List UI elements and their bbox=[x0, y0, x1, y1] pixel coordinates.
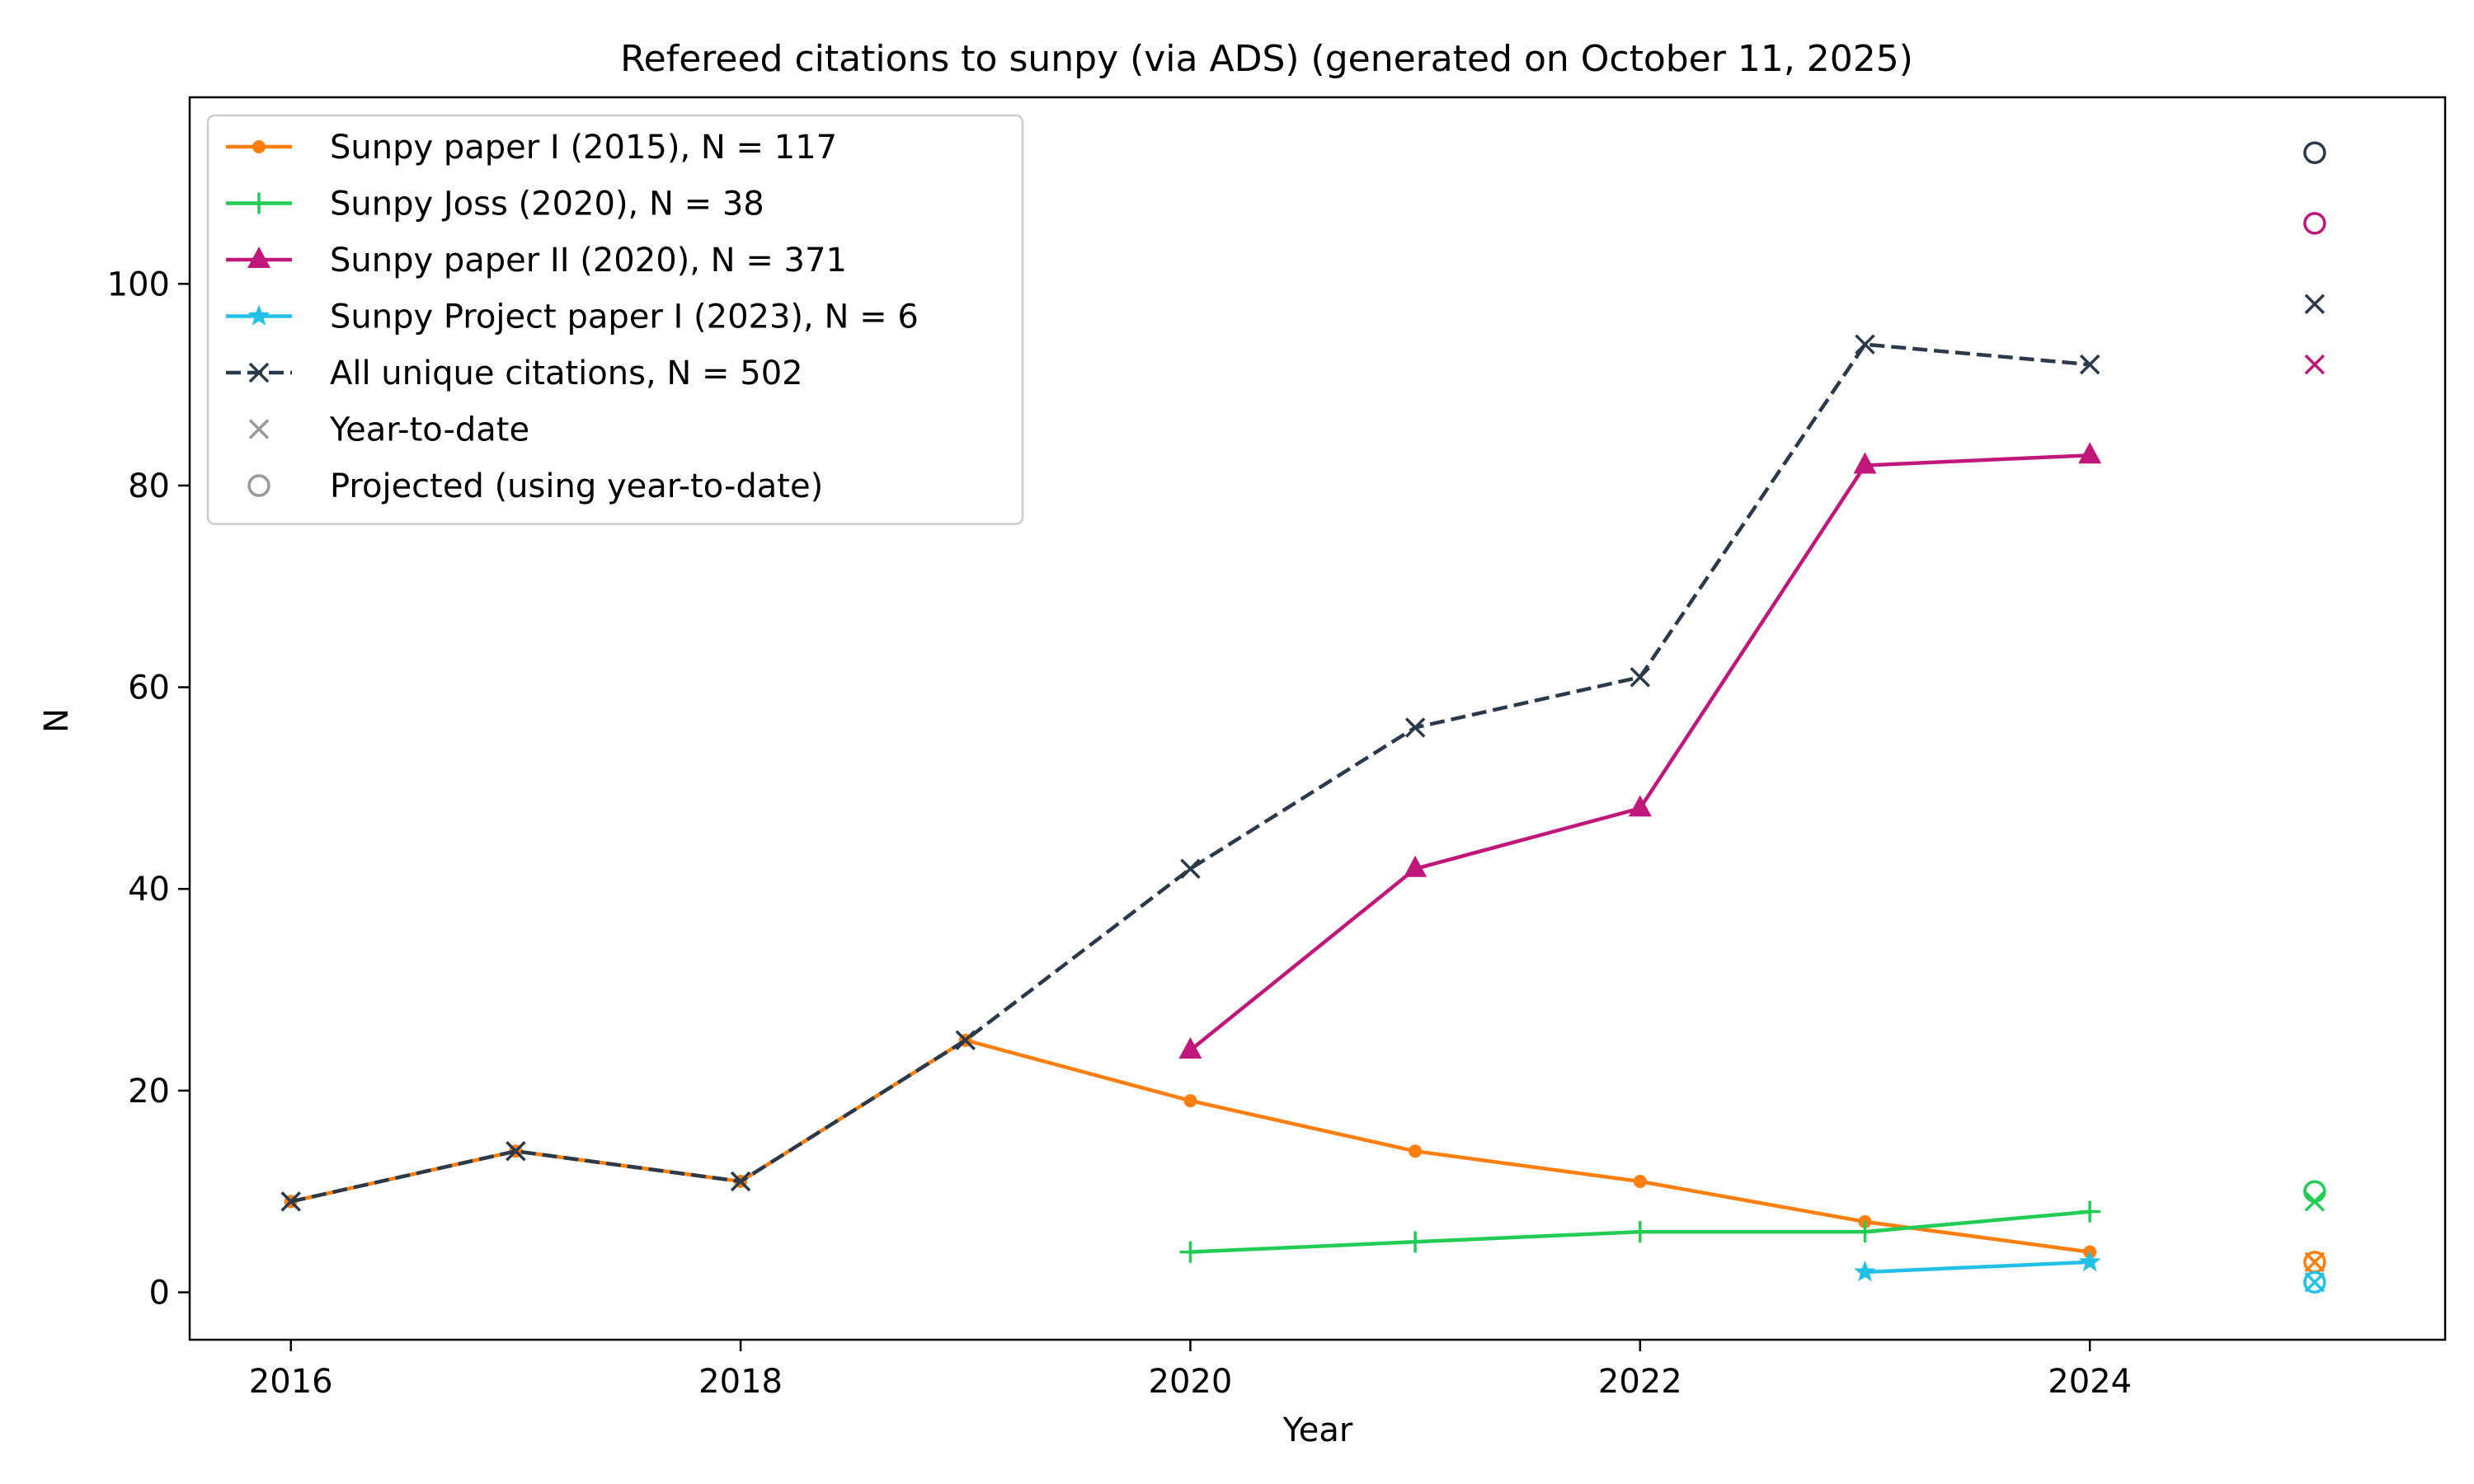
series-1-point-3 bbox=[1854, 1221, 1876, 1243]
series-4-point-3 bbox=[955, 1030, 976, 1050]
legend-entry: Year-to-date bbox=[248, 411, 529, 449]
y-tick-label: 60 bbox=[128, 669, 170, 707]
series-1-projected-point bbox=[2303, 1180, 2326, 1203]
legend-label: Sunpy Project paper I (2023), N = 6 bbox=[330, 298, 919, 336]
series-4-point-4 bbox=[1180, 858, 1201, 879]
legend-entry: Sunpy paper I (2015), N = 117 bbox=[226, 129, 837, 167]
series-2-point-1 bbox=[1404, 855, 1427, 877]
series-3-point-1 bbox=[2078, 1250, 2101, 1272]
legend-marker bbox=[248, 192, 270, 214]
axis-ticks: 2016 2018 2020 2022 2024 0 20 40 60 80 100 bbox=[107, 265, 2132, 1401]
series-line-0 bbox=[290, 1038, 2091, 1254]
series-1-point-4 bbox=[2079, 1200, 2101, 1223]
axes-frame bbox=[188, 96, 2447, 1341]
y-tick-label: 80 bbox=[128, 467, 170, 505]
legend-marker bbox=[247, 474, 270, 497]
plot-area bbox=[188, 96, 2447, 1341]
series-2-year-to-date-point bbox=[2304, 354, 2326, 375]
legend-box bbox=[206, 114, 1024, 525]
x-tick-label: 2018 bbox=[698, 1363, 783, 1401]
legend-label: Sunpy paper I (2015), N = 117 bbox=[330, 129, 837, 167]
legend-entry: Sunpy Project paper I (2023), N = 6 bbox=[226, 298, 919, 336]
series-4-point-5 bbox=[1404, 717, 1426, 738]
series-1-point-1 bbox=[1404, 1231, 1427, 1253]
legend: Sunpy paper I (2015), N = 117 Sunpy Joss … bbox=[206, 114, 1024, 525]
series-1-point-0 bbox=[1179, 1241, 1202, 1263]
series-0-point-5 bbox=[1409, 1144, 1423, 1158]
x-tick-label: 2024 bbox=[2048, 1363, 2132, 1401]
series-line-4 bbox=[290, 342, 2091, 1204]
series-2-point-0 bbox=[1178, 1036, 1202, 1059]
legend-marker bbox=[248, 419, 270, 439]
legend-label: Year-to-date bbox=[329, 411, 529, 449]
series-4-point-2 bbox=[730, 1171, 751, 1192]
series-3-point-0 bbox=[1854, 1261, 1876, 1282]
series-4-year-to-date-point bbox=[2304, 294, 2326, 314]
series-4-point-6 bbox=[1630, 667, 1651, 688]
series-0-point-6 bbox=[1633, 1174, 1647, 1188]
legend-entry: Sunpy Joss (2020), N = 38 bbox=[226, 186, 764, 223]
series-4-point-1 bbox=[506, 1141, 526, 1162]
plot-content bbox=[280, 141, 2326, 1294]
legend-label: Sunpy paper II (2020), N = 371 bbox=[330, 242, 847, 279]
y-axis-label: N bbox=[38, 708, 76, 733]
x-tick-label: 2016 bbox=[249, 1363, 333, 1401]
chart-title: Refereed citations to sunpy (via ADS) (g… bbox=[620, 38, 1913, 80]
series-2-point-4 bbox=[2078, 442, 2102, 464]
legend-label: Sunpy Joss (2020), N = 38 bbox=[330, 186, 764, 223]
series-4-point-0 bbox=[280, 1191, 301, 1212]
series-line-2 bbox=[1188, 453, 2091, 1052]
legend-entry: Projected (using year-to-date) bbox=[247, 467, 823, 505]
legend-marker bbox=[252, 140, 266, 153]
legend-entry: Sunpy paper II (2020), N = 371 bbox=[226, 242, 847, 279]
series-2-point-3 bbox=[1853, 452, 1877, 474]
legend-label: All unique citations, N = 502 bbox=[330, 355, 803, 392]
series-4-point-8 bbox=[2079, 354, 2100, 375]
y-tick-label: 40 bbox=[128, 871, 170, 909]
legend-marker bbox=[247, 304, 270, 326]
series-3-projected-point bbox=[2303, 1270, 2326, 1294]
y-tick-label: 20 bbox=[128, 1073, 170, 1111]
x-tick-label: 2020 bbox=[1149, 1363, 1233, 1401]
x-axis-label: Year bbox=[1282, 1411, 1353, 1449]
series-line-3 bbox=[1865, 1260, 2091, 1275]
y-tick-label: 0 bbox=[149, 1275, 170, 1313]
legend-entry: All unique citations, N = 502 bbox=[226, 355, 803, 392]
series-2-point-2 bbox=[1628, 795, 1652, 817]
series-4-point-7 bbox=[1855, 334, 1875, 355]
legend-marker bbox=[248, 362, 270, 383]
y-tick-label: 100 bbox=[107, 265, 170, 303]
series-0-point-4 bbox=[1183, 1094, 1197, 1108]
series-1-point-2 bbox=[1629, 1221, 1651, 1243]
series-2-projected-point bbox=[2303, 212, 2326, 235]
x-tick-label: 2022 bbox=[1598, 1363, 1682, 1401]
series-4-projected-point bbox=[2303, 141, 2326, 165]
legend-label: Projected (using year-to-date) bbox=[330, 467, 823, 505]
legend-marker bbox=[247, 247, 270, 268]
